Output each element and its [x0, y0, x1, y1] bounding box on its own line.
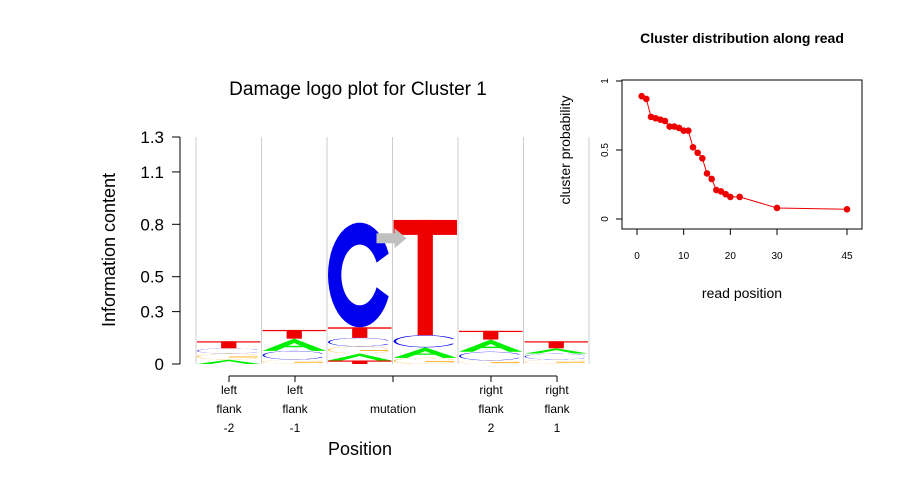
scatter-point: [703, 170, 711, 177]
logo-letter-G: [393, 357, 455, 364]
scatter-point: [643, 95, 650, 103]
logo-plot: 0 0.3 0.5 0.8 1.1 1.3 left flank -2 left flank -1 ri…: [140, 128, 590, 435]
logo-letter-A: [393, 347, 457, 358]
logo-letter-C: [262, 350, 324, 360]
logo-y-tick-label: 1.3: [140, 128, 164, 147]
logo-letter-G: [262, 359, 324, 364]
logo-x-tick-label-mutation: mutation: [370, 402, 416, 416]
scatter-series-line: [641, 95, 848, 210]
scatter-point: [699, 154, 706, 162]
logo-stack: [393, 219, 457, 364]
logo-stack: [459, 330, 523, 364]
logo-y-tick-label: 0.5: [140, 268, 164, 287]
logo-x-tick-label: 2: [488, 421, 495, 435]
scatter-chart-title: Cluster distribution along read: [640, 30, 844, 46]
scatter-point: [843, 206, 851, 213]
logo-x-tick-label: flank: [282, 402, 308, 416]
logo-stack: [328, 222, 392, 364]
scatter-point: [773, 204, 781, 212]
scatter-point: [680, 127, 687, 134]
logo-letter-G: [197, 353, 258, 360]
logo-y-tick-label: 0: [155, 355, 164, 374]
logo-letter-C: [459, 351, 520, 361]
logo-x-tick-label: flank: [544, 402, 570, 416]
logo-letter-G: [459, 360, 520, 364]
scatter-x-tick-label: 10: [678, 251, 690, 262]
scatter-x-tick-label: 20: [725, 251, 737, 262]
logo-letter-A: [524, 348, 588, 354]
mutation-arrow: [376, 228, 407, 249]
logo-x-tick-label: left: [221, 383, 238, 397]
scatter-x-axis-label: read position: [702, 285, 782, 301]
scatter-point: [694, 149, 701, 157]
logo-letter-T: [459, 330, 523, 340]
logo-x-tick-label: right: [479, 383, 503, 397]
scatter-x-tick-label: 45: [841, 251, 853, 262]
logo-x-tick-label: -1: [290, 421, 301, 435]
scatter-y-tick-label: 0.5: [600, 143, 611, 157]
scatter-point: [727, 193, 734, 201]
logo-letter-T: [524, 341, 588, 349]
logo-stack: [262, 329, 326, 364]
scatter-plot: 0 10 20 30 45 0 0.5 1: [600, 78, 863, 262]
logo-letter-T: [197, 341, 261, 349]
scatter-point: [666, 123, 673, 130]
logo-x-tick-label: 1: [554, 421, 561, 435]
logo-x-tick-label: flank: [478, 402, 504, 416]
logo-letter-C: [524, 353, 586, 360]
logo-letter-A: [328, 353, 392, 361]
logo-letter-T: [328, 327, 392, 338]
logo-y-tick-label: 0.8: [140, 215, 164, 234]
logo-x-tick-label: -2: [224, 421, 235, 435]
logo-y-tick-label: 0.3: [140, 303, 164, 322]
logo-letter-C: [197, 348, 258, 354]
logo-y-axis-label: Information content: [99, 173, 119, 327]
logo-letter-A: [197, 359, 261, 364]
logo-letter-G: [524, 359, 586, 364]
logo-x-tick-label: right: [545, 383, 569, 397]
logo-x-axis-label: Position: [328, 439, 392, 459]
scatter-y-axis-label: cluster probability: [557, 96, 573, 205]
logo-chart-title: Damage logo plot for Cluster 1: [229, 79, 487, 100]
logo-x-tick-label: flank: [216, 402, 242, 416]
logo-stack: [197, 341, 261, 364]
logo-letter-A: [459, 339, 523, 352]
scatter-point: [708, 175, 715, 183]
scatter-x-tick-label: 30: [771, 251, 783, 262]
scatter-y-tick-label: 0: [600, 216, 611, 222]
logo-letter-T: [393, 219, 457, 336]
logo-letter-A: [262, 338, 326, 351]
scatter-x-tick-label: 0: [634, 251, 640, 262]
logo-letter-C: [393, 335, 455, 348]
scatter-point: [685, 127, 692, 134]
logo-letter-C: [328, 337, 389, 347]
logo-y-tick-label: 1.1: [140, 163, 164, 182]
logo-x-tick-label: left: [287, 383, 304, 397]
logo-stack: [524, 341, 588, 364]
logo-letter-C: [328, 222, 389, 328]
scatter-point: [736, 193, 743, 201]
scatter-frame: [621, 79, 863, 230]
scatter-y-tick-label: 1: [600, 78, 611, 84]
logo-letter-T: [328, 360, 392, 364]
logo-letter-T: [262, 329, 326, 339]
scatter-point: [661, 117, 669, 125]
scatter-point: [689, 143, 697, 151]
logo-letter-G: [328, 346, 389, 354]
